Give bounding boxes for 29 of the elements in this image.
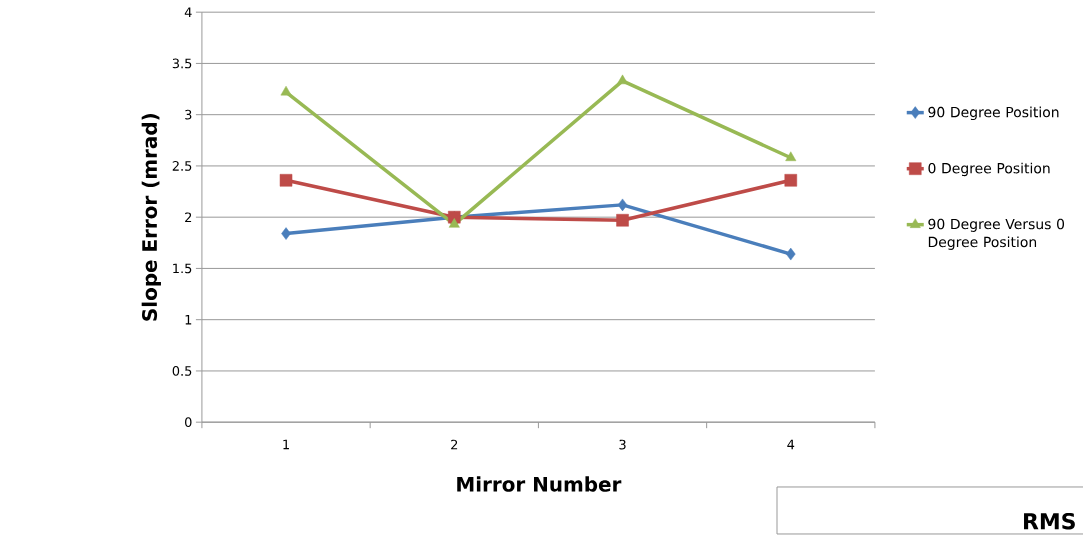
point — [785, 151, 797, 161]
text: RMS — [1024, 512, 1075, 530]
x-axis-title: Mirror Number — [457, 476, 622, 492]
y-tick-label: 1.5 — [173, 263, 192, 274]
point — [784, 174, 798, 187]
x-tick-label: 3 — [619, 439, 626, 450]
point — [279, 174, 293, 187]
y-tick-label: 2 — [185, 212, 192, 222]
point — [617, 198, 628, 212]
y-tick-label: 0.5 — [172, 366, 192, 376]
point — [280, 85, 292, 96]
point — [617, 74, 628, 85]
legend-label: 0 Degree Position — [928, 162, 1050, 177]
point — [786, 247, 796, 261]
y-tick-label: 1 — [185, 314, 192, 325]
y-tick-label: 3 — [185, 109, 192, 120]
x-tick-label: 2 — [451, 439, 458, 450]
y-axis-title: Slope Error (mrad) — [141, 114, 161, 321]
legend-label: 90 Degree Versus 0 Degree Position — [928, 218, 1065, 250]
y-tick-label: 3.5 — [172, 58, 192, 69]
legend-label: 90 Degree Position — [928, 106, 1059, 121]
x-tick-label: 1 — [283, 439, 289, 450]
point — [616, 214, 629, 227]
point — [448, 218, 460, 228]
x-tick-label: 4 — [787, 439, 795, 450]
point — [281, 227, 291, 240]
y-tick-label: 0 — [185, 417, 192, 428]
y-tick-label: 4 — [184, 7, 192, 17]
y-tick-label: 2.5 — [172, 161, 192, 171]
